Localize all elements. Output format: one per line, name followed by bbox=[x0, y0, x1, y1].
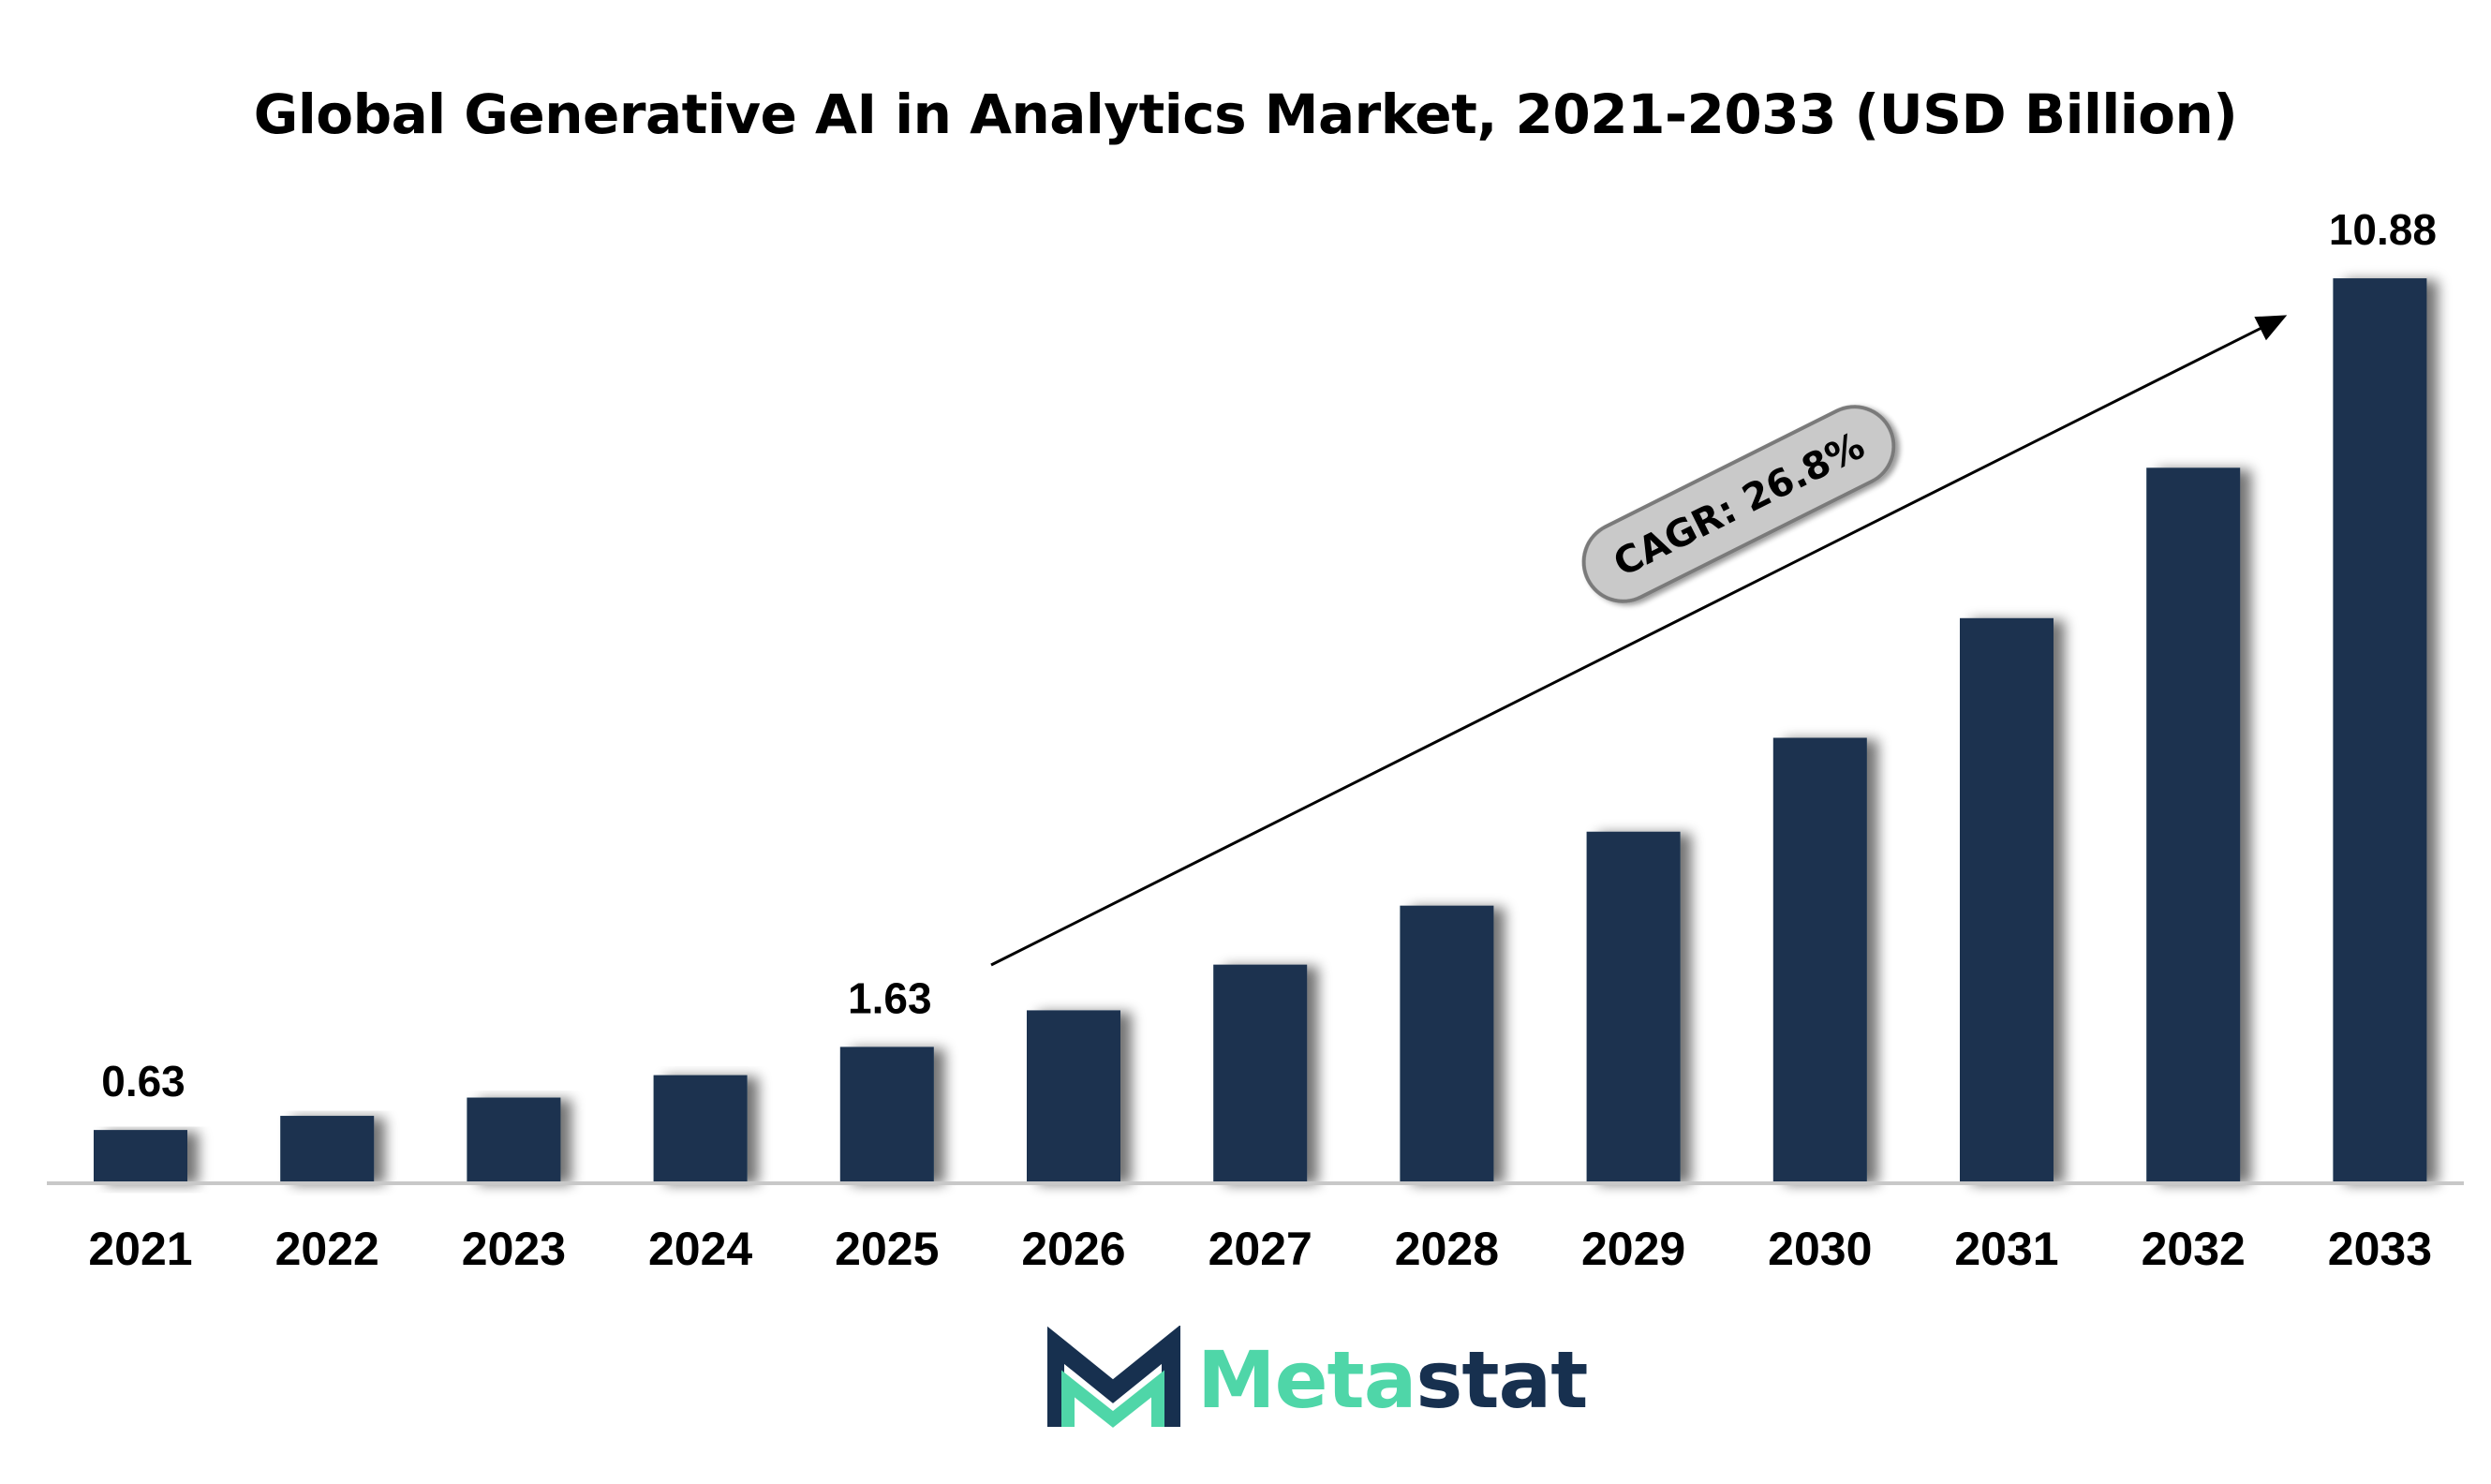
x-tick-label-2028: 2028 bbox=[1395, 1223, 1499, 1275]
bar-2022 bbox=[280, 1116, 375, 1182]
x-tick-label-2029: 2029 bbox=[1581, 1223, 1685, 1275]
x-tick-label-2021: 2021 bbox=[88, 1223, 192, 1275]
metastat-logo: Metastat bbox=[1047, 1326, 1588, 1433]
bar-2023 bbox=[467, 1097, 561, 1182]
bar-2025 bbox=[839, 1046, 934, 1182]
bar-2029 bbox=[1586, 831, 1681, 1182]
data-label-2025: 1.63 bbox=[848, 973, 932, 1022]
metastat-wordmark: Metastat bbox=[1197, 1333, 1588, 1427]
cagr-badge-bg bbox=[1581, 405, 1896, 603]
logo-text-meta: Meta bbox=[1197, 1334, 1416, 1426]
arrow-head-icon bbox=[2254, 315, 2288, 341]
cagr-arrow bbox=[990, 315, 2288, 967]
bar-2033 bbox=[2333, 278, 2427, 1182]
logo-text-stat: stat bbox=[1416, 1334, 1588, 1426]
x-tick-label-2022: 2022 bbox=[275, 1223, 379, 1275]
x-tick-labels: 2021 2022 2023 2024 2025 2026 2027 2028 2029 2030… bbox=[88, 1223, 2432, 1275]
x-tick-label-2033: 2033 bbox=[2328, 1223, 2432, 1275]
bar-2027 bbox=[1213, 964, 1308, 1182]
bar-2024 bbox=[653, 1075, 748, 1182]
bar-2021 bbox=[94, 1130, 187, 1182]
x-tick-label-2025: 2025 bbox=[835, 1223, 939, 1275]
data-label-2021: 0.63 bbox=[101, 1057, 185, 1106]
bar-2028 bbox=[1400, 905, 1494, 1182]
metastat-m-logo-icon bbox=[1047, 1326, 1180, 1428]
data-label-2033: 10.88 bbox=[2329, 205, 2437, 254]
chart-title: Global Generative AI in Analytics Market… bbox=[253, 82, 2238, 146]
cagr-arrow-line bbox=[990, 324, 2266, 967]
bar-2031 bbox=[1960, 617, 2054, 1182]
cagr-badge: CAGR: 26.8% bbox=[1581, 405, 1896, 603]
bars-layer bbox=[94, 278, 2427, 1182]
x-tick-label-2032: 2032 bbox=[2142, 1223, 2246, 1275]
x-tick-label-2031: 2031 bbox=[1954, 1223, 2058, 1275]
bar-2032 bbox=[2146, 467, 2241, 1182]
bar-2026 bbox=[1027, 1010, 1120, 1182]
bar-2030 bbox=[1772, 737, 1867, 1182]
x-tick-label-2030: 2030 bbox=[1768, 1223, 1872, 1275]
x-tick-label-2024: 2024 bbox=[648, 1223, 752, 1275]
x-tick-label-2026: 2026 bbox=[1021, 1223, 1125, 1275]
data-labels: 0.63 1.63 10.88 bbox=[101, 205, 2437, 1106]
x-tick-label-2027: 2027 bbox=[1208, 1223, 1312, 1275]
x-tick-label-2023: 2023 bbox=[462, 1223, 566, 1275]
